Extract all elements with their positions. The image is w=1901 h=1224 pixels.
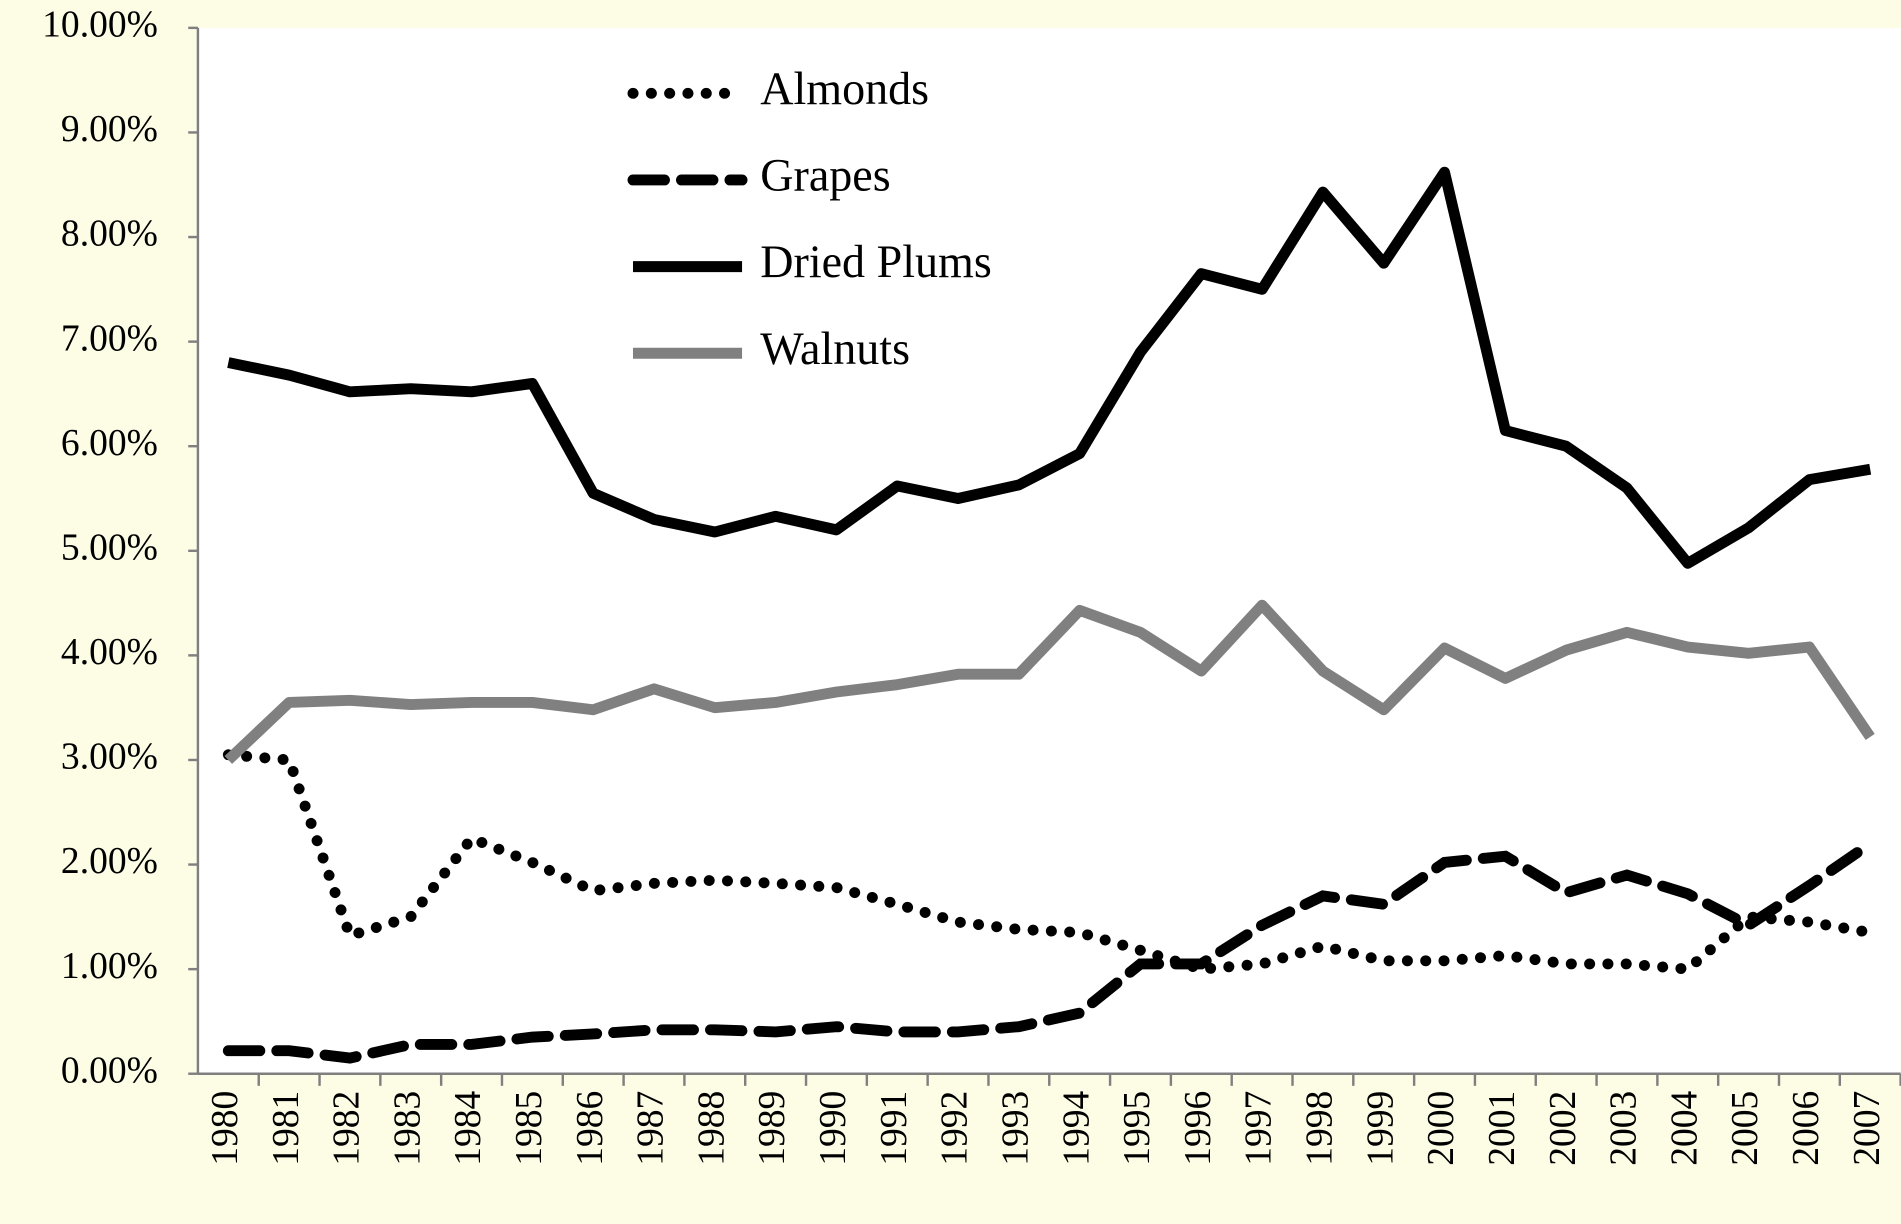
x-tick-label: 1982 <box>327 1091 368 1166</box>
x-tick-label: 1993 <box>995 1091 1036 1166</box>
y-tick-label: 2.00% <box>61 841 158 882</box>
y-tick-label: 9.00% <box>61 109 158 150</box>
legend-label: Grapes <box>760 150 890 201</box>
y-tick-label: 5.00% <box>61 527 158 568</box>
series-line <box>222 749 1876 975</box>
x-tick-label: 1999 <box>1360 1091 1401 1166</box>
x-tick-label: 1992 <box>935 1091 976 1166</box>
x-tick-label: 2002 <box>1543 1091 1584 1166</box>
x-tick-label: 1996 <box>1178 1091 1219 1166</box>
plot-area <box>197 27 1901 1074</box>
x-tick-label: 1987 <box>631 1091 672 1166</box>
x-tick-label: 1983 <box>387 1091 428 1166</box>
series-line <box>222 838 1876 1064</box>
x-tick-label: 1998 <box>1300 1091 1341 1166</box>
x-tick-label: 1988 <box>691 1091 732 1166</box>
x-tick-label: 1995 <box>1117 1091 1158 1166</box>
y-tick-label: 10.00% <box>42 4 158 45</box>
x-tick-label: 2003 <box>1604 1091 1645 1166</box>
x-tick-label: 1981 <box>266 1091 307 1166</box>
x-tick-label: 2000 <box>1421 1091 1462 1166</box>
legend-label: Almonds <box>760 63 929 114</box>
x-tick-label: 2001 <box>1482 1091 1523 1166</box>
x-tick-label: 2006 <box>1786 1091 1827 1166</box>
legend-label: Dried Plums <box>760 236 992 287</box>
x-tick-label: 1986 <box>570 1091 611 1166</box>
x-tick-label: 1991 <box>874 1091 915 1166</box>
x-tick-label: 1997 <box>1239 1091 1280 1166</box>
y-tick-label: 8.00% <box>61 214 158 255</box>
x-tick-label: 1989 <box>752 1091 793 1166</box>
x-tick-label: 1990 <box>813 1091 854 1166</box>
x-tick-label: 2007 <box>1847 1091 1888 1166</box>
x-tick-label: 1985 <box>509 1091 550 1166</box>
x-tick-label: 2005 <box>1725 1091 1766 1166</box>
series-line <box>227 166 1872 569</box>
x-tick-label: 1994 <box>1056 1090 1097 1165</box>
x-tick-label: 1984 <box>448 1090 489 1165</box>
y-tick-label: 6.00% <box>61 423 158 464</box>
series-line <box>224 599 1875 764</box>
y-tick-label: 4.00% <box>61 632 158 673</box>
y-tick-label: 1.00% <box>61 946 158 987</box>
legend-label: Walnuts <box>760 323 910 374</box>
y-tick-label: 7.00% <box>61 318 158 359</box>
x-tick-label: 1980 <box>205 1091 246 1166</box>
y-tick-label: 3.00% <box>61 737 158 778</box>
x-tick-label: 2004 <box>1664 1090 1705 1165</box>
y-tick-label: 0.00% <box>61 1050 158 1091</box>
